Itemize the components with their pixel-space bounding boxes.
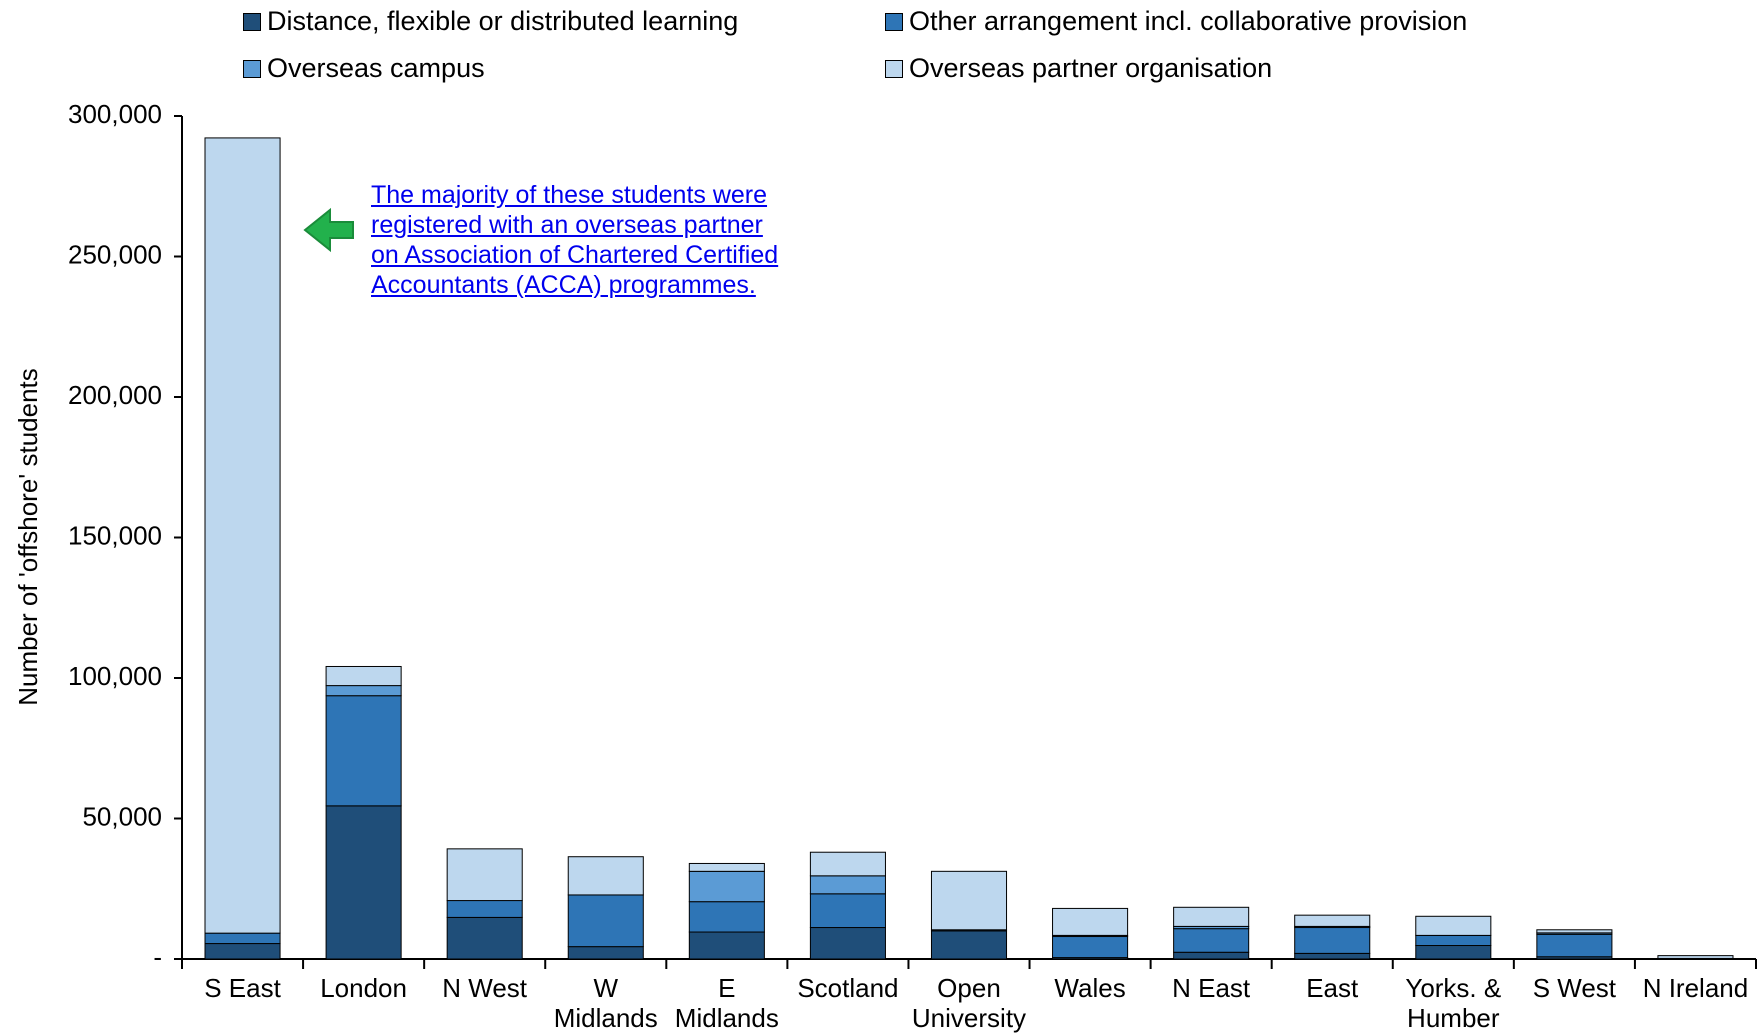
bar-segment bbox=[1173, 951, 1250, 960]
bar-segment bbox=[1657, 955, 1734, 959]
bar-segment bbox=[1294, 914, 1371, 927]
bar-segment bbox=[567, 856, 644, 896]
x-tick-label: S West bbox=[1532, 973, 1617, 1003]
x-tick-label: N East bbox=[1172, 973, 1251, 1003]
bar-segment bbox=[809, 927, 886, 960]
annotation-line: registered with an overseas partner bbox=[371, 211, 763, 239]
bar-segment bbox=[325, 665, 402, 687]
legend-label: Overseas campus bbox=[267, 53, 485, 83]
bar-segment bbox=[1536, 933, 1613, 958]
annotation: The majority of these students were regis… bbox=[371, 180, 778, 300]
y-tick-label: 200,000 bbox=[68, 380, 162, 410]
x-tick-label: W Midlands bbox=[553, 973, 658, 1033]
x-tick-label: N Ireland bbox=[1642, 973, 1749, 1003]
y-tick-label: 150,000 bbox=[68, 520, 162, 550]
x-tick-label: N West bbox=[442, 973, 528, 1003]
x-tick-label: London bbox=[320, 973, 407, 1003]
bar-segment bbox=[1415, 934, 1492, 947]
x-tick-label: Wales bbox=[1054, 973, 1126, 1003]
bar-segment bbox=[688, 862, 765, 872]
legend-item: Overseas partner organisation bbox=[885, 53, 1272, 84]
y-axis-label: Number of 'offshore' students bbox=[13, 368, 43, 706]
x-tick-label: S East bbox=[204, 973, 281, 1003]
bar-segment bbox=[1415, 915, 1492, 936]
bar-segment bbox=[446, 900, 523, 918]
bar-segment bbox=[1536, 929, 1613, 934]
legend-item: Overseas campus bbox=[243, 53, 485, 84]
bar-segment bbox=[930, 870, 1008, 931]
bar-segment bbox=[204, 137, 281, 934]
legend-item: Other arrangement incl. collaborative pr… bbox=[885, 6, 1467, 37]
bar-segment bbox=[567, 946, 644, 960]
bar-segment bbox=[1173, 906, 1250, 927]
bar-segment bbox=[809, 851, 886, 877]
bar-segment bbox=[204, 943, 281, 960]
bar-segment bbox=[930, 930, 1008, 960]
bar-segment bbox=[1415, 945, 1492, 960]
bar-segment bbox=[325, 695, 402, 807]
bar-segment bbox=[1052, 936, 1129, 959]
bar-segment bbox=[809, 875, 886, 895]
y-tick-label: 300,000 bbox=[68, 99, 162, 129]
y-tick-label: 100,000 bbox=[68, 661, 162, 691]
bar-segment bbox=[325, 805, 402, 960]
bar-segment bbox=[446, 848, 523, 902]
bar-segment bbox=[1294, 952, 1371, 960]
bar-segment bbox=[204, 932, 281, 945]
x-tick-label: Yorks. & Humber bbox=[1405, 973, 1502, 1033]
bar-segment bbox=[1294, 927, 1371, 954]
y-tick-label: 250,000 bbox=[68, 239, 162, 269]
bar-segment bbox=[688, 870, 765, 903]
bar-segment bbox=[1052, 907, 1129, 936]
x-tick-label: Scotland bbox=[797, 973, 899, 1003]
bar-segment bbox=[325, 685, 402, 697]
legend-label: Overseas partner organisation bbox=[909, 53, 1273, 83]
bar-segment bbox=[688, 931, 765, 960]
legend-item: Distance, flexible or distributed learni… bbox=[243, 6, 738, 37]
x-tick-label: Open University bbox=[911, 973, 1027, 1033]
bar-segment bbox=[1173, 928, 1250, 953]
legend-swatch bbox=[243, 59, 261, 78]
legend-swatch bbox=[243, 12, 261, 31]
y-tick-label: 50,000 bbox=[82, 801, 162, 831]
bar-segment bbox=[446, 916, 523, 960]
annotation-line: on Association of Chartered Certified bbox=[371, 241, 779, 269]
bar-segment bbox=[688, 901, 765, 933]
annotation-line: Accountants (ACCA) programmes. bbox=[371, 271, 756, 299]
x-tick-label: East bbox=[1306, 973, 1359, 1003]
x-tick-label: E Midlands bbox=[674, 973, 779, 1033]
legend-label: Distance, flexible or distributed learni… bbox=[267, 6, 739, 36]
annotation-arrow bbox=[303, 207, 354, 253]
bar-segment bbox=[809, 893, 886, 929]
bar-segment bbox=[567, 894, 644, 948]
y-tick-label: - bbox=[153, 942, 162, 972]
annotation-line: The majority of these students were bbox=[371, 181, 768, 209]
legend-label: Other arrangement incl. collaborative pr… bbox=[909, 6, 1468, 36]
legend-swatch bbox=[885, 12, 903, 31]
legend-swatch bbox=[885, 59, 903, 78]
